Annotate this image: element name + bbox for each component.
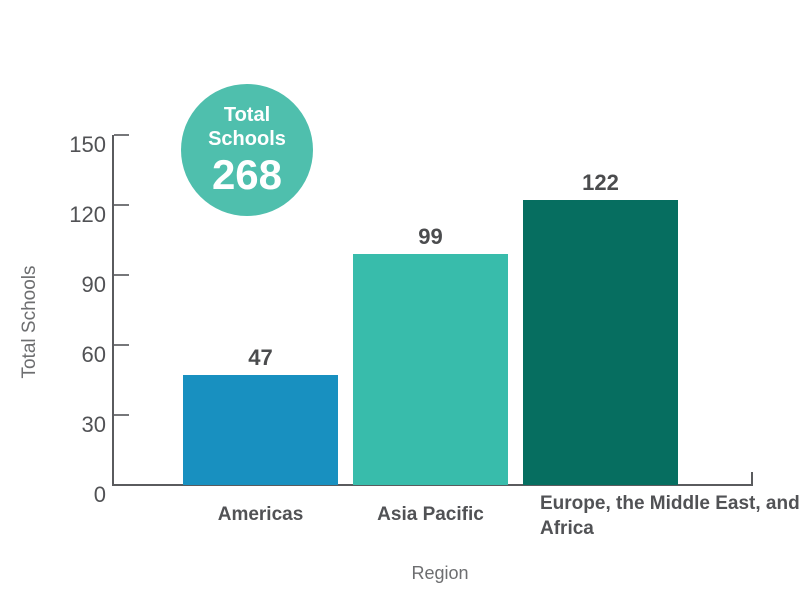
badge-total-value: 268 <box>211 151 283 198</box>
y-axis-tick-label: 60 <box>81 342 106 367</box>
x-axis-end-tick <box>751 472 753 485</box>
y-axis-tick-mark <box>114 204 129 206</box>
y-axis-tick-label: 120 <box>69 202 106 227</box>
x-axis-title: Region <box>411 563 469 583</box>
y-axis-tick-mark <box>114 414 129 416</box>
bar-value-label-asia-pacific: 99 <box>418 224 443 249</box>
y-axis-tick-label: 90 <box>81 272 106 297</box>
bar-value-label-europe-the-middle-east-and-africa: 122 <box>582 170 619 196</box>
y-axis-tick-mark <box>114 274 129 276</box>
x-category-label-europe-the-middle-east-and-africa: Europe, the Middle East, and Africa <box>540 493 800 539</box>
bar-europe-the-middle-east-and-africa <box>523 200 678 485</box>
bar-asia-pacific <box>353 254 508 485</box>
x-category-label-americas: Americas <box>217 504 304 525</box>
bar-value-label-americas: 47 <box>248 345 273 371</box>
y-axis-tick-label: 150 <box>69 132 106 157</box>
x-category-label-asia-pacific: Asia Pacific <box>377 504 484 525</box>
badge-label-line-2: Schools <box>208 128 286 150</box>
y-axis-tick-mark <box>114 344 129 346</box>
y-axis-line <box>112 135 114 486</box>
y-axis-tick-label: 30 <box>81 412 106 437</box>
total-schools-badge: Total Schools 268 <box>181 84 313 216</box>
badge-label-line-1: Total <box>223 104 271 126</box>
y-axis-tick-mark <box>114 134 129 136</box>
x-axis-line <box>112 484 753 486</box>
bar-americas <box>183 375 338 485</box>
y-axis-tick-label: 0 <box>93 482 106 507</box>
